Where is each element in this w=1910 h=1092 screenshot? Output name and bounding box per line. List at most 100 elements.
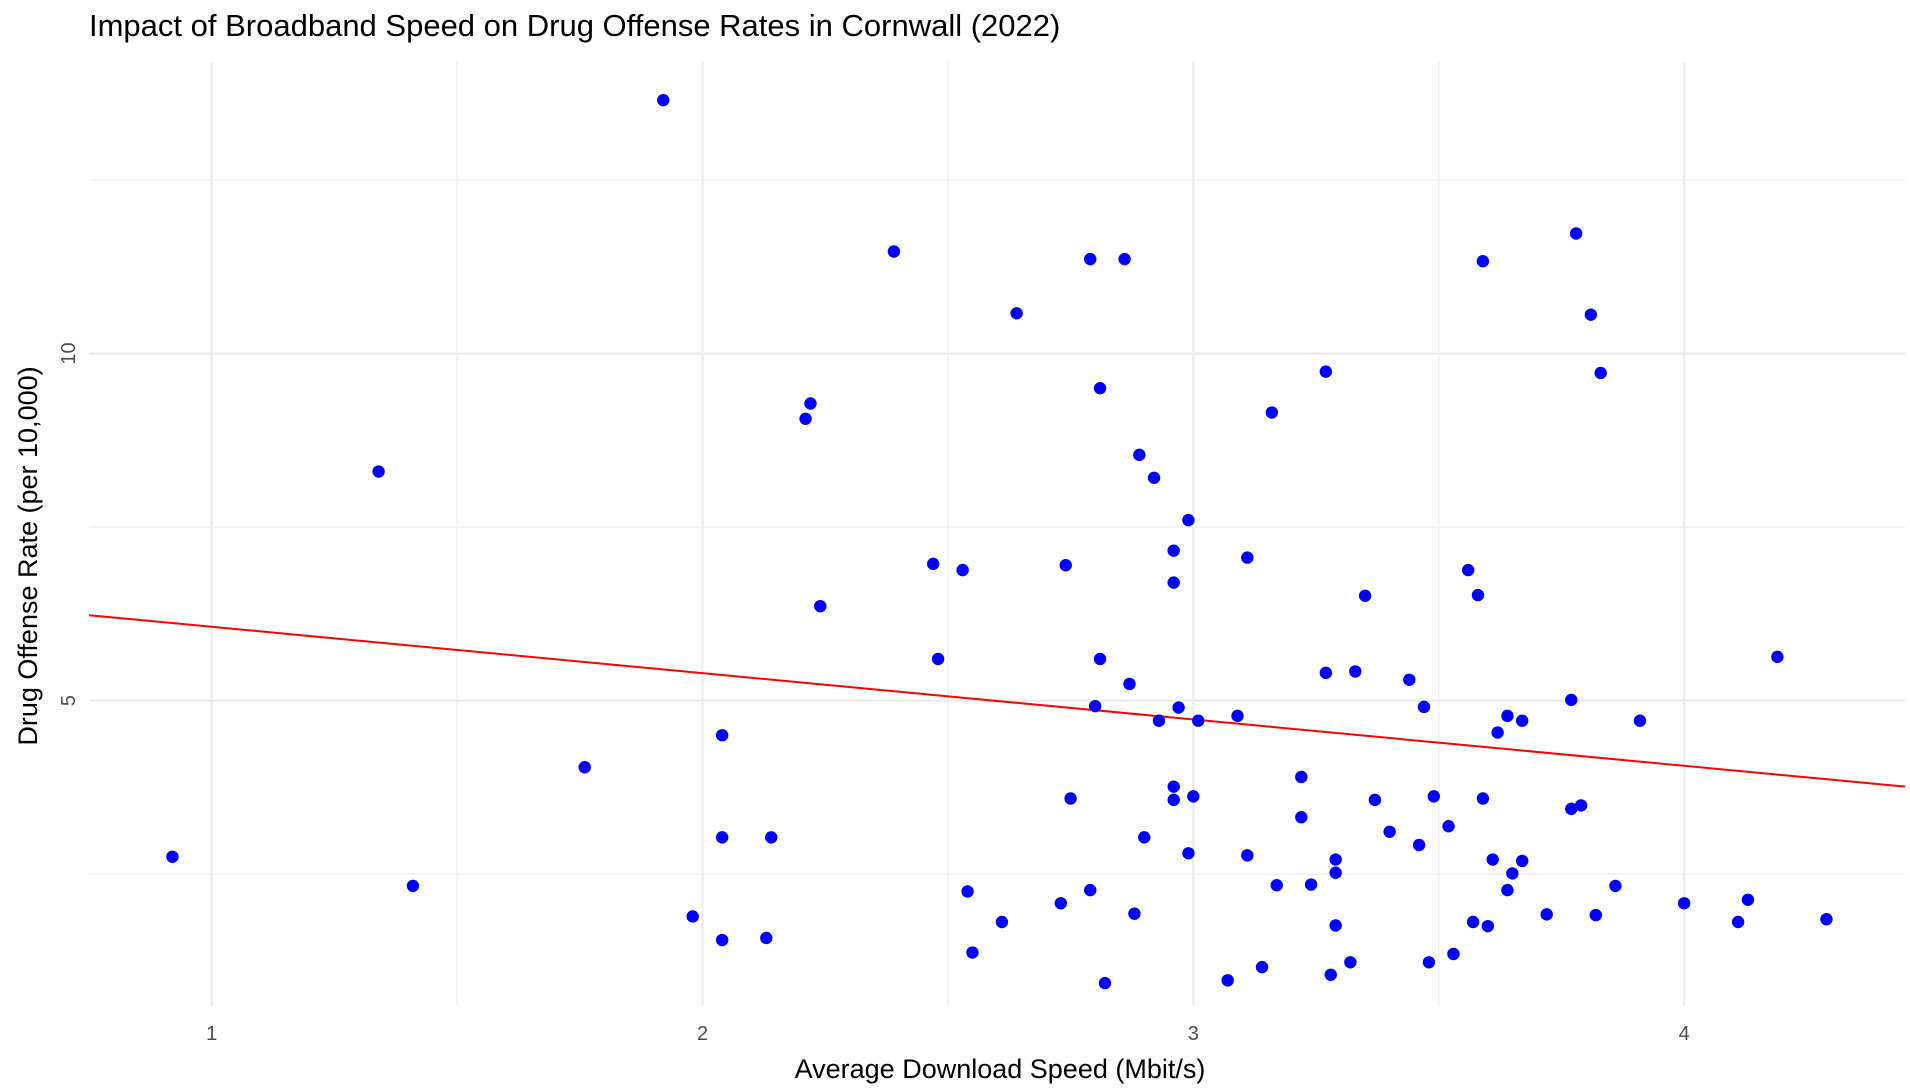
x-tick-label: 3 [1188,1023,1199,1045]
data-point [578,761,591,774]
data-point [1138,831,1151,844]
x-tick-label: 4 [1679,1023,1690,1045]
data-point [1771,650,1784,664]
data-point [1471,588,1485,602]
data-point [1383,825,1396,838]
data-point [1182,847,1195,860]
data-point [1221,974,1234,987]
y-tick-label: 5 [58,695,80,706]
data-point [1741,893,1755,906]
y-axis-ticks: 5 10 [58,342,80,706]
data-point [1501,709,1514,723]
data-point [1609,879,1622,893]
data-point [1324,968,1337,981]
data-point [1731,915,1745,929]
data-point [1491,726,1504,739]
data-point [1329,919,1342,932]
data-point [1265,406,1279,419]
data-point [715,933,729,947]
data-point [1295,770,1308,784]
data-point [1594,366,1607,380]
data-point [1192,714,1205,727]
data-point [961,885,974,898]
data-point [1515,854,1529,868]
data-point [1167,576,1180,589]
data-point [1167,544,1180,557]
data-point [715,729,729,742]
data-point [1187,790,1200,803]
data-point [1412,838,1426,852]
data-point [1677,897,1691,910]
data-point [1515,714,1529,727]
data-point [1133,448,1146,462]
data-point [1506,867,1519,880]
data-point [1167,793,1180,807]
x-axis-title: Average Download Speed (Mbit/s) [795,1054,1206,1084]
data-point [1084,883,1097,897]
major-gridlines [89,62,1905,1006]
chart-title: Impact of Broadband Speed on Drug Offens… [89,8,1061,43]
data-point [1403,673,1416,686]
data-point [1152,714,1166,727]
data-point [1501,883,1514,897]
data-point [1540,908,1553,921]
data-point [1368,793,1382,807]
data-point [1427,790,1441,803]
data-point [995,915,1009,929]
data-point [1358,589,1372,602]
data-point [1118,252,1131,266]
data-point [1476,792,1490,805]
data-point [1329,866,1342,879]
data-point [406,879,420,893]
data-point [1486,853,1499,866]
data-point [1481,919,1495,933]
data-point [1574,799,1588,812]
data-point [1565,693,1578,707]
data-point [966,946,979,959]
y-tick-label: 10 [58,342,80,364]
data-point [1295,811,1308,824]
data-point [1241,849,1254,862]
data-point [926,557,940,571]
x-axis-ticks: 1 2 3 4 [206,1023,1690,1045]
data-point [1633,714,1647,727]
x-tick-label: 2 [697,1023,708,1045]
data-point [1167,780,1180,793]
data-point [1182,513,1195,527]
data-point [765,831,778,844]
data-point [1088,699,1102,713]
data-point [1461,563,1475,577]
data-point [1128,907,1141,920]
data-point [814,599,827,613]
data-point [956,563,969,577]
data-point [1584,308,1598,321]
x-tick-label: 1 [206,1023,217,1045]
minor-gridlines [89,62,1905,1006]
data-point [887,245,901,258]
data-point [1123,677,1136,691]
data-point [1084,252,1097,266]
trend-line [88,614,1906,788]
data-point [1319,666,1333,680]
data-point [804,397,817,410]
data-point [931,652,945,666]
data-point [1270,879,1283,892]
data-point [1569,227,1583,240]
data-point [1255,960,1269,974]
data-point [1349,665,1362,678]
data-point [1147,471,1161,484]
data-point [1093,652,1107,666]
data-point [1422,956,1436,969]
data-point [1172,701,1185,714]
data-point [799,412,812,425]
data-point [1059,559,1072,572]
data-points [166,93,1833,990]
data-point [1589,908,1602,922]
data-point [1054,897,1068,910]
data-point [715,831,729,844]
data-point [1304,878,1318,891]
data-point [1241,551,1254,564]
data-point [1417,700,1431,714]
data-point [1476,255,1490,268]
